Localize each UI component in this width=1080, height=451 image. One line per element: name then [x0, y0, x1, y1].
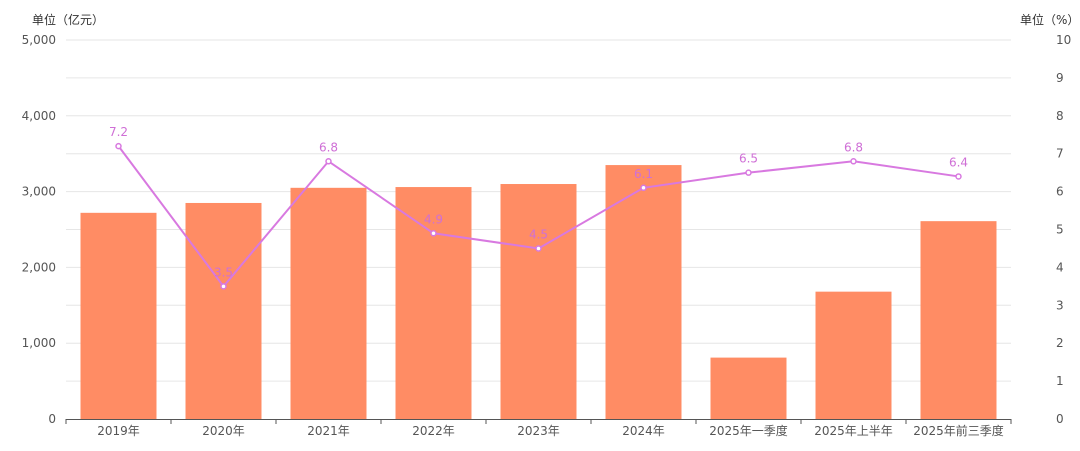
y-left-tick-label: 4,000 — [22, 109, 56, 123]
bar — [395, 187, 472, 419]
x-tick-label: 2021年 — [307, 424, 350, 438]
line-point — [325, 158, 332, 165]
line-series: 7.2 3.5 6.8 4.9 4.5 6.1 6.5 6.8 6.4 — [109, 125, 968, 290]
line-point — [640, 184, 647, 192]
y-left-tick-label: 3,000 — [22, 185, 56, 199]
line-point — [535, 245, 542, 252]
y-left-tick-label: 2,000 — [22, 260, 56, 274]
line-value-label: 6.5 — [739, 152, 758, 166]
line-point — [115, 142, 122, 150]
bar — [710, 357, 787, 419]
line-point — [745, 169, 752, 176]
y-right-tick-label: 6 — [1056, 185, 1064, 199]
line-point — [850, 158, 857, 165]
y-left-tick-label: 1,000 — [22, 336, 56, 350]
y-right-tick-label: 2 — [1056, 336, 1064, 350]
line-value-label: 7.2 — [109, 125, 128, 139]
line-value-label: 6.1 — [634, 167, 653, 181]
y-right-tick-label: 1 — [1056, 374, 1064, 388]
line-value-label: 4.5 — [529, 227, 548, 241]
y-right-tick-label: 8 — [1056, 109, 1064, 123]
x-tick-label: 2025年前三季度 — [913, 423, 1004, 438]
y-right-tick-label: 9 — [1056, 71, 1064, 85]
bar — [605, 165, 682, 419]
y-left-tick-label: 0 — [48, 412, 56, 426]
y-right-tick-label: 5 — [1056, 223, 1064, 237]
x-axis: 2019年 2020年 2021年 2022年 2023年 2024年 2025年一季度 20… — [65, 419, 1012, 438]
x-tick-label: 2022年 — [412, 424, 455, 438]
y-axis-left: 0 1,000 2,000 3,000 4,000 5,000 — [22, 33, 56, 426]
y-right-tick-label: 3 — [1056, 298, 1064, 312]
line-value-label: 4.9 — [424, 212, 443, 226]
bar — [500, 184, 577, 419]
left-axis-unit: 单位（亿元） — [32, 13, 105, 27]
bar — [290, 187, 367, 419]
line-point — [955, 173, 962, 180]
x-tick-label: 2019年 — [97, 424, 140, 438]
right-axis-unit: 单位（%） — [1020, 13, 1080, 27]
line-value-label: 6.4 — [949, 155, 968, 169]
y-right-tick-label: 10 — [1056, 33, 1071, 47]
y-right-tick-label: 4 — [1056, 260, 1064, 274]
bar — [815, 291, 892, 419]
line-value-label: 6.8 — [844, 140, 863, 154]
x-tick-label: 2025年上半年 — [814, 424, 893, 438]
line-point — [430, 230, 437, 237]
bar — [185, 202, 262, 419]
bar — [920, 221, 997, 419]
x-tick-label: 2023年 — [517, 424, 560, 438]
x-tick-label: 2025年一季度 — [709, 423, 788, 438]
line-value-label: 6.8 — [319, 140, 338, 154]
y-right-tick-label: 7 — [1056, 147, 1064, 161]
y-axis-right: 0 1 2 3 4 5 6 7 8 9 10 — [1056, 33, 1071, 426]
y-left-tick-label: 5,000 — [22, 33, 56, 47]
bar-series — [80, 165, 997, 419]
x-tick-label: 2020年 — [202, 424, 245, 438]
line-value-label: 3.5 — [214, 265, 233, 279]
x-tick-label: 2024年 — [622, 424, 665, 438]
y-right-tick-label: 0 — [1056, 412, 1064, 426]
bar — [80, 212, 157, 419]
line-point — [220, 283, 227, 290]
